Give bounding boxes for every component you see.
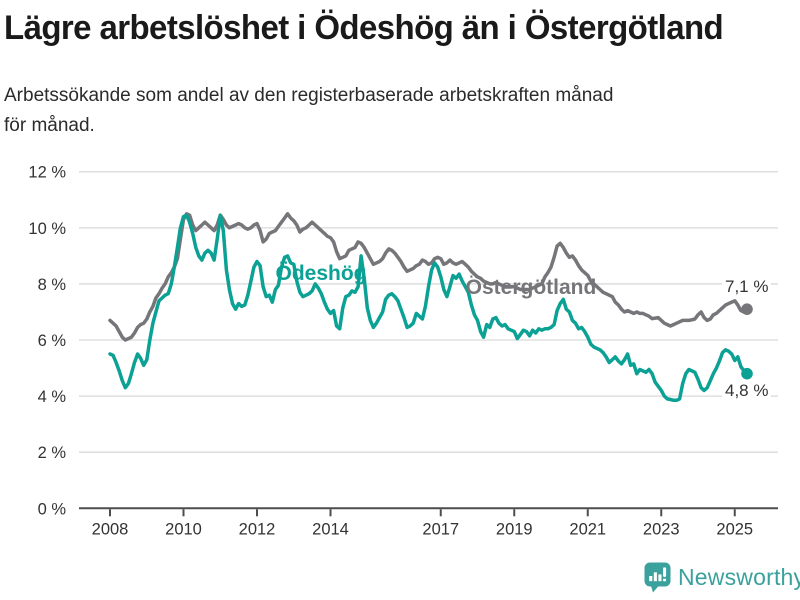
series-label-ostergotland: Östergötland [465,276,597,299]
newsworthy-brand-link[interactable]: Newsworthy [644,562,800,593]
x-axis-label-2012: 2012 [239,520,276,538]
subtitle-line-1: Arbetssökande som andel av den registerb… [4,85,614,106]
x-axis-label-2010: 2010 [165,520,202,538]
x-axis-label-2025: 2025 [716,520,753,538]
end-dot-ostergotland [741,303,753,315]
series-line-ostergotland [108,212,749,342]
y-axis-label-4: 4 % [38,388,67,406]
x-axis-label-2019: 2019 [496,520,533,538]
end-value-odeshog: 4,8 % [722,381,772,401]
y-axis-label-12: 12 % [28,164,66,182]
y-axis-label-6: 6 % [38,332,67,350]
page-subtitle: Arbetssökande som andel av den registerb… [4,81,613,141]
subtitle-line-2: för månad. [4,115,95,136]
x-axis-label-2017: 2017 [422,520,459,538]
end-dot-odeshog [741,367,753,380]
x-axis-label-2008: 2008 [92,520,129,538]
series-line-odeshog [108,213,749,403]
x-axis-label-2023: 2023 [643,520,680,538]
brand-name: Newsworthy [678,564,800,590]
end-value-ostergotland: 7,1 % [722,277,772,297]
y-axis-label-8: 8 % [38,276,67,294]
newsworthy-logo-icon [644,562,671,593]
y-axis-label-0: 0 % [38,500,67,518]
x-axis-label-2014: 2014 [312,520,349,538]
page-title: Lägre arbetslöshet i Ödeshög än i Österg… [4,9,724,47]
y-axis-label-10: 10 % [28,220,66,238]
x-axis-label-2021: 2021 [569,520,606,538]
y-axis-label-2: 2 % [38,444,67,462]
series-label-odeshog: Ödeshög [275,262,367,285]
